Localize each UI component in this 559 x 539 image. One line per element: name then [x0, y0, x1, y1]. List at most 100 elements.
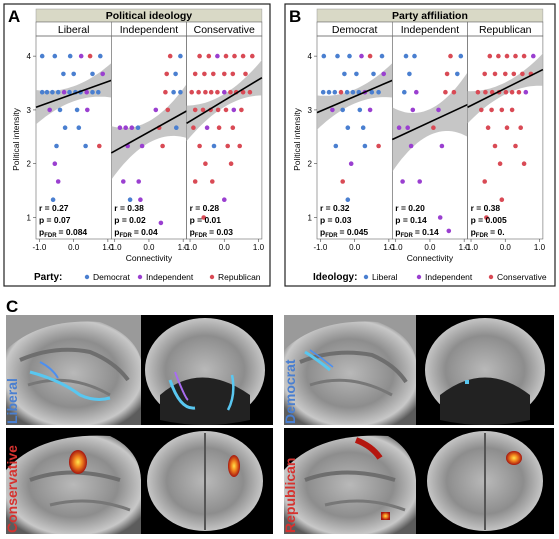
data-point-liberal [333, 143, 339, 149]
x-tick-label: 1.0 [102, 243, 114, 252]
stat-r: r = 0.38 [471, 203, 501, 213]
data-point-republican [239, 107, 244, 113]
panel-label-a: A [8, 7, 20, 26]
data-point-conservative [492, 143, 498, 149]
data-point-republican [202, 71, 207, 77]
data-point-republican [211, 71, 216, 77]
data-point-republican [192, 179, 198, 184]
chart-title: Political ideology [106, 10, 193, 22]
x-tick-label: -1.0 [389, 243, 403, 252]
brain-image-conservative [6, 428, 273, 534]
stat-p: p = 0.02 [114, 215, 146, 225]
x-tick-label: 0.0 [68, 243, 80, 252]
x-tick-label: 1.0 [383, 243, 395, 252]
data-point-democrat [178, 53, 183, 59]
y-axis-label: Political intensity [292, 107, 302, 171]
x-tick-label: 0.0 [143, 243, 155, 252]
data-point-independent [117, 125, 123, 130]
data-point-democrat [135, 125, 141, 130]
regression-line [186, 76, 263, 125]
x-tick-label: -1.0 [464, 243, 478, 252]
data-point-conservative [489, 89, 495, 95]
data-point-conservative [482, 71, 488, 77]
x-tick-label: 1.0 [459, 243, 471, 252]
data-point-independent [408, 143, 414, 149]
data-point-democrat [178, 89, 183, 95]
data-point-liberal [347, 53, 352, 59]
data-point-republican [250, 53, 255, 59]
data-point-independent [410, 107, 416, 113]
panel-label-b: B [289, 7, 301, 26]
data-point-republican [164, 71, 169, 77]
data-point-independent [136, 179, 141, 184]
data-point-liberal [350, 89, 356, 95]
data-point-republican [215, 107, 221, 113]
x-tick-label: 1.0 [178, 243, 190, 252]
data-point-conservative [503, 89, 509, 95]
data-point-liberal [360, 125, 366, 130]
legend-item: Democrat [93, 272, 130, 282]
data-point-independent [414, 89, 419, 95]
data-point-conservative [516, 89, 522, 95]
panel-label-c: C [6, 297, 18, 316]
data-point-republican [167, 53, 173, 59]
data-point-independent [381, 71, 387, 77]
y-tick-label: 1 [308, 213, 313, 222]
data-point-conservative [497, 161, 503, 166]
y-tick-label: 3 [27, 106, 32, 115]
data-point-democrat [39, 89, 45, 95]
x-tick-label: -1.0 [33, 243, 47, 252]
legend-marker [84, 274, 90, 280]
data-point-conservative [492, 71, 498, 77]
legend-marker [137, 274, 143, 280]
data-point-democrat [39, 53, 45, 59]
data-point-liberal [345, 197, 351, 202]
data-point-liberal [340, 107, 346, 113]
data-point-liberal [342, 71, 347, 77]
data-point-republican [160, 143, 165, 149]
data-point-liberal [345, 125, 351, 130]
y-tick-label: 4 [27, 52, 32, 61]
data-point-democrat [90, 71, 95, 77]
data-point-independent [439, 143, 445, 149]
data-point-democrat [211, 143, 217, 149]
stat-p: p = 0.03 [320, 215, 352, 225]
chart-title: Party affiliation [392, 10, 468, 22]
data-point-democrat [67, 89, 72, 95]
data-point-democrat [171, 89, 176, 95]
data-point-republican [232, 53, 237, 59]
data-point-democrat [173, 71, 178, 77]
stat-pfdr: pFDR = 0.04 [114, 227, 158, 239]
stat-pfdr: pFDR = 0.084 [39, 227, 87, 239]
data-point-republican [200, 107, 206, 113]
y-tick-label: 2 [308, 160, 313, 169]
data-point-democrat [57, 107, 63, 113]
y-tick-label: 1 [27, 213, 32, 222]
data-point-republican [165, 107, 171, 113]
data-point-democrat [98, 53, 103, 59]
data-point-liberal [379, 53, 385, 59]
data-point-conservative [484, 215, 489, 220]
data-point-democrat [62, 125, 68, 130]
data-point-independent [531, 53, 536, 59]
facet-label: Conservative [194, 24, 255, 36]
data-point-independent [100, 71, 105, 77]
data-point-democrat [55, 89, 61, 95]
data-point-conservative [513, 53, 518, 59]
data-point-democrat [71, 71, 76, 77]
data-point-republican [196, 89, 201, 95]
data-point-republican [163, 89, 168, 95]
data-point-liberal [369, 89, 375, 95]
legend-item: Independent [146, 272, 194, 282]
brain-image-democrat [284, 315, 554, 425]
data-point-independent [123, 125, 128, 130]
data-point-republican [240, 53, 246, 59]
regression-line [316, 79, 393, 114]
x-tick-label: -1.0 [183, 243, 197, 252]
data-point-liberal [402, 89, 407, 95]
data-point-republican [225, 143, 230, 149]
data-point-liberal [326, 89, 332, 95]
brain-label-democrat: Democrat [282, 359, 298, 424]
data-point-independent [129, 125, 135, 130]
brain-label-liberal: Liberal [4, 378, 20, 424]
